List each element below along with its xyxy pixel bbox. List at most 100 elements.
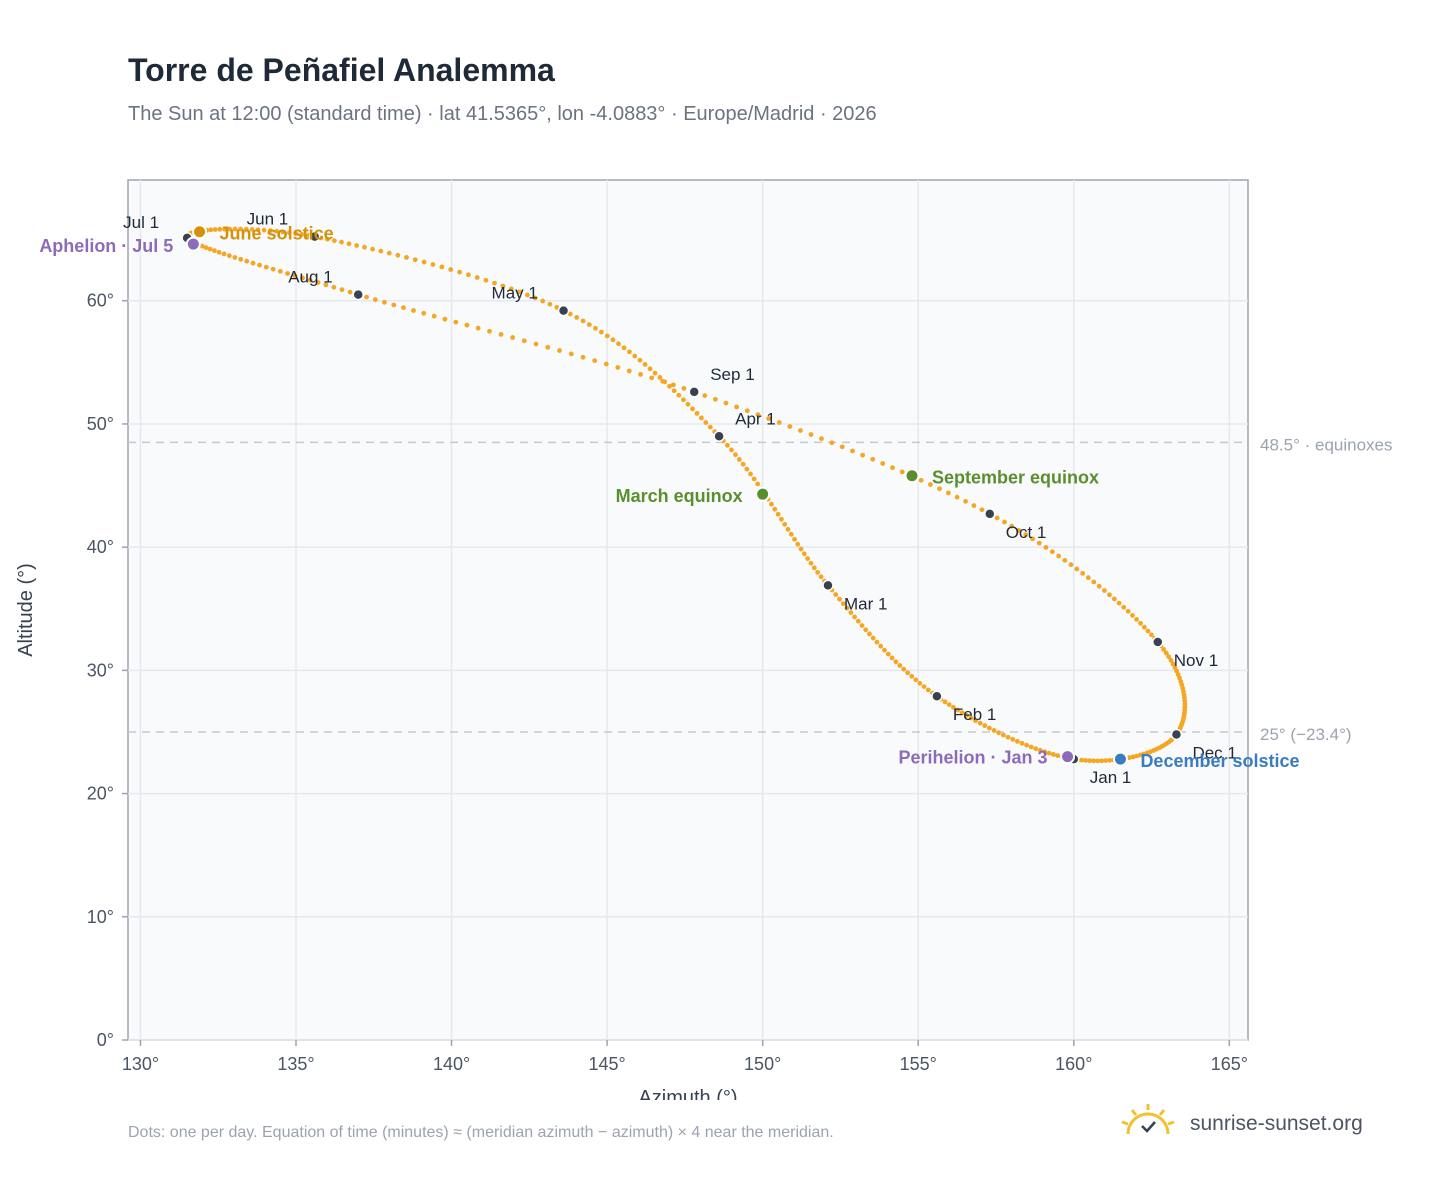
day-dot xyxy=(897,663,903,668)
day-dot xyxy=(1030,536,1035,542)
day-dot xyxy=(769,501,774,507)
day-dot xyxy=(819,436,824,442)
grid xyxy=(128,180,1248,1041)
day-dot xyxy=(882,647,887,653)
day-dot xyxy=(848,610,854,615)
day-dot xyxy=(681,385,687,391)
day-dot xyxy=(987,725,992,731)
day-dot xyxy=(412,257,418,263)
day-dot xyxy=(925,687,931,693)
day-dot xyxy=(517,289,522,295)
day-dot xyxy=(346,241,352,247)
day-dot xyxy=(362,244,367,250)
day-dot xyxy=(905,670,911,676)
day-dot xyxy=(964,713,969,718)
day-dot xyxy=(339,239,344,245)
day-dot xyxy=(837,596,842,602)
day-dot xyxy=(977,720,983,726)
reference-line-label: 25° (−23.4°) xyxy=(1260,725,1352,744)
day-dot xyxy=(524,292,530,298)
month-label: Jan 1 xyxy=(1090,768,1132,787)
day-dot xyxy=(1130,754,1136,760)
day-dot xyxy=(736,457,742,462)
day-dot xyxy=(421,259,427,265)
day-dot xyxy=(642,362,648,367)
event-label: September equinox xyxy=(932,468,1099,488)
day-dot xyxy=(725,442,730,448)
day-dot xyxy=(430,262,436,267)
day-dot xyxy=(1126,755,1132,761)
day-dot xyxy=(805,556,811,561)
day-dot xyxy=(598,329,604,335)
day-dot xyxy=(1023,532,1029,538)
y-tick-label: 10° xyxy=(87,907,114,927)
day-dot xyxy=(798,546,804,552)
day-dot xyxy=(232,255,238,260)
day-dot xyxy=(1000,732,1006,738)
day-dot xyxy=(1141,624,1147,630)
day-dot xyxy=(959,710,965,716)
event-markers: Aphelion · Jul 5 June solstice March equin… xyxy=(39,224,1299,771)
day-dot xyxy=(331,284,337,290)
brand[interactable]: sunrise-sunset.org xyxy=(1120,1102,1420,1150)
day-dot xyxy=(913,677,919,683)
chart-subtitle: The Sun at 12:00 (standard time) · lat 4… xyxy=(128,103,877,125)
day-dot xyxy=(292,273,298,279)
brand-text: sunrise-sunset.org xyxy=(1190,1112,1363,1135)
day-dot xyxy=(315,280,321,285)
day-dot xyxy=(217,226,223,232)
day-dot xyxy=(621,345,627,351)
day-dot xyxy=(593,325,598,331)
day-dot xyxy=(1046,750,1052,756)
y-tick-label: 60° xyxy=(87,291,114,311)
day-dot xyxy=(325,236,330,242)
day-dot xyxy=(867,631,872,637)
day-dot xyxy=(1170,661,1176,667)
day-dot xyxy=(660,378,666,384)
day-dot xyxy=(221,251,227,257)
day-dot xyxy=(729,447,734,453)
day-dot xyxy=(216,249,222,255)
day-dot xyxy=(545,344,551,350)
x-tick-label: 135° xyxy=(277,1054,314,1074)
day-dot xyxy=(1074,566,1080,572)
day-dot xyxy=(244,258,250,264)
month-label: Oct 1 xyxy=(1006,523,1047,542)
y-tick-label: 0° xyxy=(97,1030,114,1050)
day-dot xyxy=(547,301,553,307)
day-dot xyxy=(370,246,375,252)
day-dot xyxy=(627,349,632,355)
day-dot xyxy=(1149,632,1154,638)
day-dot xyxy=(815,569,821,575)
day-dot xyxy=(1080,570,1086,576)
day-dot xyxy=(647,366,653,372)
day-dot xyxy=(1016,527,1022,533)
day-dot xyxy=(703,420,709,425)
day-dot xyxy=(1062,557,1068,563)
day-dot xyxy=(1028,744,1034,750)
day-dot xyxy=(652,370,658,376)
day-dot xyxy=(401,305,406,311)
day-dot xyxy=(339,287,345,293)
x-tick-label: 160° xyxy=(1055,1054,1092,1074)
day-dot xyxy=(1099,758,1105,764)
day-dot xyxy=(243,226,249,232)
day-dot xyxy=(1163,650,1169,656)
x-tick-label: 155° xyxy=(900,1054,937,1074)
day-dot xyxy=(808,560,814,566)
day-dot xyxy=(207,246,213,252)
day-dot xyxy=(1019,740,1025,746)
day-dot xyxy=(232,226,238,232)
day-dot xyxy=(1049,549,1055,555)
day-dot xyxy=(885,651,891,657)
day-dot xyxy=(1033,746,1039,752)
day-dot xyxy=(963,498,968,504)
y-axis-label: Altitude (°) xyxy=(15,563,37,657)
day-dot xyxy=(498,332,504,337)
day-dot xyxy=(395,252,401,258)
day-dot xyxy=(250,260,256,266)
day-dot xyxy=(779,516,784,522)
day-dot xyxy=(1043,545,1049,550)
analemma-chart: 48.5° · equinoxes 25° (−23.4°) Jan 1 Feb 1… xyxy=(15,179,1393,1100)
day-dot xyxy=(649,375,655,381)
